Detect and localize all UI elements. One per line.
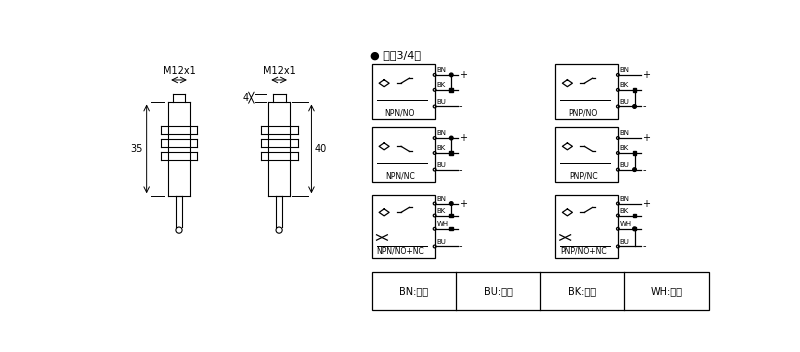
- Bar: [633, 151, 637, 155]
- Text: M12x1: M12x1: [162, 66, 195, 76]
- Text: BU: BU: [620, 99, 630, 105]
- Text: WH: WH: [437, 221, 449, 227]
- Text: -: -: [459, 241, 462, 251]
- Bar: [633, 227, 637, 231]
- Text: +: +: [459, 199, 467, 208]
- Text: BU: BU: [437, 99, 446, 105]
- Text: -: -: [642, 165, 646, 175]
- Text: +: +: [459, 70, 467, 80]
- Circle shape: [450, 136, 453, 140]
- Circle shape: [450, 202, 453, 205]
- Text: BN: BN: [437, 196, 446, 202]
- Text: BK:黑色: BK:黑色: [568, 286, 596, 296]
- Bar: [450, 227, 453, 231]
- Text: +: +: [642, 199, 650, 208]
- Bar: [450, 88, 453, 92]
- Text: PNP/NC: PNP/NC: [569, 171, 598, 181]
- Bar: [450, 214, 453, 217]
- Bar: [633, 88, 637, 92]
- Text: NPN/NO+NC: NPN/NO+NC: [376, 247, 424, 256]
- Text: WH:白色: WH:白色: [650, 286, 682, 296]
- Text: BU: BU: [620, 239, 630, 245]
- Text: WH: WH: [620, 221, 632, 227]
- Text: BK: BK: [437, 145, 446, 151]
- Text: BU: BU: [437, 239, 446, 245]
- Text: BN: BN: [437, 130, 446, 136]
- Text: PNP/NO: PNP/NO: [569, 108, 598, 117]
- Text: 35: 35: [130, 144, 143, 154]
- Text: NPN/NC: NPN/NC: [385, 171, 414, 181]
- Text: +: +: [642, 70, 650, 80]
- Text: BU: BU: [620, 162, 630, 168]
- Text: -: -: [459, 165, 462, 175]
- Text: NPN/NO: NPN/NO: [385, 108, 415, 117]
- Bar: [633, 214, 637, 217]
- Text: BN: BN: [620, 67, 630, 73]
- Text: 4: 4: [242, 93, 248, 103]
- Text: BU: BU: [437, 162, 446, 168]
- Text: M12x1: M12x1: [262, 66, 295, 76]
- Bar: [554, 195, 618, 258]
- Text: BN: BN: [620, 130, 630, 136]
- Text: ● 直涁3/4线: ● 直涁3/4线: [370, 50, 421, 60]
- Text: +: +: [642, 133, 650, 143]
- Text: BU:兰色: BU:兰色: [483, 286, 513, 296]
- Text: +: +: [459, 133, 467, 143]
- Bar: [450, 151, 453, 155]
- Circle shape: [633, 105, 636, 108]
- Text: -: -: [642, 101, 646, 112]
- Bar: [371, 127, 434, 182]
- Text: BN: BN: [620, 196, 630, 202]
- Text: PNP/NO+NC: PNP/NO+NC: [560, 247, 606, 256]
- Text: -: -: [459, 101, 462, 112]
- Text: BN:棕色: BN:棕色: [399, 286, 428, 296]
- Text: -: -: [642, 241, 646, 251]
- Circle shape: [633, 168, 636, 171]
- Bar: [554, 64, 618, 119]
- Bar: [554, 127, 618, 182]
- Circle shape: [633, 227, 636, 231]
- Bar: [371, 272, 709, 310]
- Text: BK: BK: [620, 145, 629, 151]
- Bar: [371, 64, 434, 119]
- Text: BN: BN: [437, 67, 446, 73]
- Text: BK: BK: [620, 208, 629, 214]
- Text: BK: BK: [620, 82, 629, 88]
- Text: BK: BK: [437, 208, 446, 214]
- Circle shape: [450, 73, 453, 77]
- Bar: [371, 195, 434, 258]
- Text: 40: 40: [314, 144, 326, 154]
- Text: BK: BK: [437, 82, 446, 88]
